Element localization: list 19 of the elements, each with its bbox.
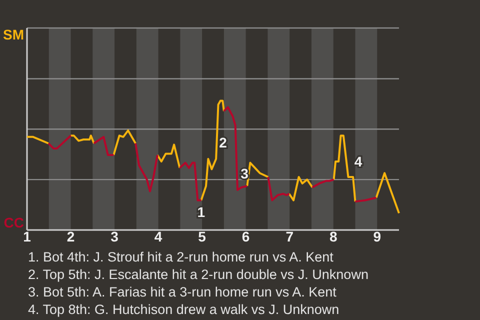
x-tick-label: 5 (198, 228, 206, 245)
text: 4. Top 8th: G. Hutchison drew a walk vs J. Unknown (28, 302, 340, 318)
x-tick-label: 9 (373, 228, 382, 245)
annotation: 4 (354, 154, 362, 170)
text: 2. Top 5th: J. Escalante hit a 2-run double vs J. Unknown (28, 267, 368, 282)
text: CC (4, 214, 24, 231)
annotation: 2 (219, 134, 228, 151)
x-tick-label: 3 (110, 228, 119, 245)
x-tick-label: 7 (286, 228, 294, 245)
text: 1. Bot 4th: J. Strouf hit a 2-run home run vs A. Kent (28, 250, 334, 265)
x-tick-label: 1 (23, 228, 32, 245)
x-tick-label: 8 (329, 228, 338, 245)
x-tick-label: 4 (154, 228, 162, 245)
text: 3. Bot 5th: A. Farias hit a 3-run home run vs A. Kent (28, 284, 337, 300)
text: SM (3, 26, 24, 43)
x-tick-label: 6 (242, 228, 250, 245)
annotation: 3 (240, 166, 249, 182)
x-tick-label: 2 (66, 228, 75, 245)
annotation: 1 (197, 204, 206, 220)
